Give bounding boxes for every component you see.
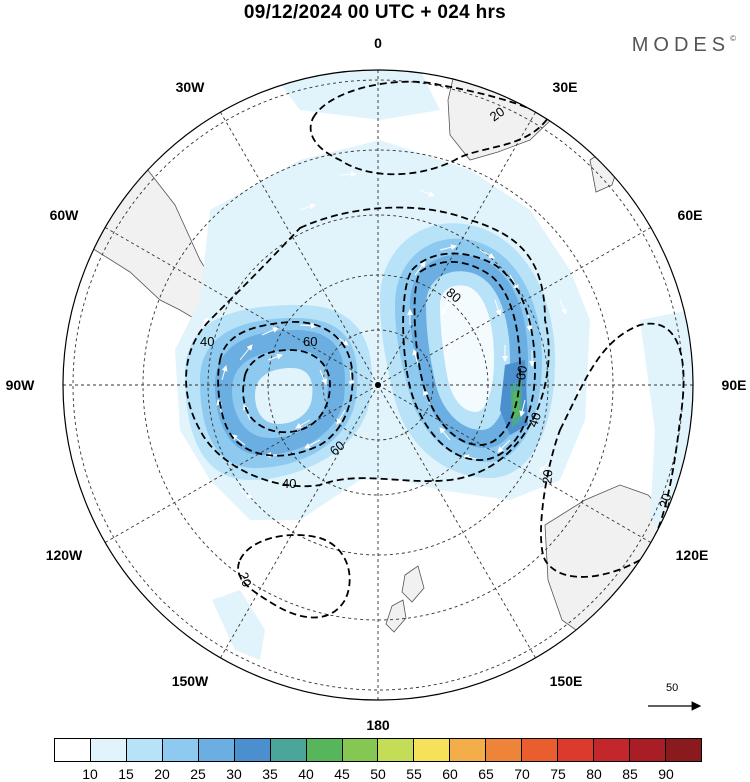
colorbar-box [55,739,91,761]
colorbar-box [126,739,163,761]
colorbar-tick-label: 40 [298,766,314,782]
colorbar-tick-label: 90 [658,766,674,782]
lon-label-120w: 120W [46,547,83,563]
colorbar-box [414,739,451,761]
lon-label-30e: 30E [553,79,578,95]
colorbar-tick-label: 45 [334,766,350,782]
lon-label-120e: 120E [676,547,709,563]
colorbar-tick-label: 75 [550,766,566,782]
colorbar-tick-label: 85 [622,766,638,782]
colorbar-box [270,739,307,761]
lon-label-0: 0 [374,35,382,51]
colorbar-box [306,739,343,761]
contour-label-20-e: 20 [539,469,555,485]
colorbar-box [630,739,666,761]
brand-logo: MODES© [631,34,736,56]
contour-label-40-j: 40 [282,476,296,491]
colorbar-box [234,739,271,761]
lon-label-180: 180 [366,717,390,733]
colorbar-box [450,739,487,761]
colorbar-tick-label: 60 [442,766,458,782]
colorbar-tick-label: 70 [514,766,530,782]
colorbar-tick-label: 35 [262,766,278,782]
colorbar-tick-label: 55 [406,766,422,782]
lon-label-150e: 150E [550,673,583,689]
contour-label-40-g: 40 [200,334,214,349]
map-title: 09/12/2024 00 UTC + 024 hrs [243,2,507,23]
colorbar-box [665,739,701,761]
colorbar-tick-label: 50 [370,766,386,782]
colorbar-tick-label: 80 [586,766,602,782]
colorbar-tick-label: 30 [226,766,242,782]
contour-label-20-a: 20 [487,104,507,125]
contour-labels: 20 80 60 40 20 20 40 60 60 40 20 [200,104,674,589]
colorbar-box [378,739,415,761]
colorbar-tick-label: 25 [190,766,206,782]
longitude-labels: 0 30E 60E 90E 120E 150E 180 150W 120W 90… [6,35,747,733]
colorbar-box [486,739,523,761]
lon-label-60w: 60W [50,207,80,223]
contour-label-20-k: 20 [236,570,255,589]
wind-scale-label: 50 [666,682,679,694]
colorbar-tick-label: 10 [82,766,98,782]
lon-label-30w: 30W [176,79,206,95]
contour-label-60-h: 60 [303,334,317,349]
contour-label-60-c: 60 [513,364,530,381]
colorbar-box [522,739,559,761]
contour-label-40-d: 40 [525,410,544,429]
colorbar-box [90,739,127,761]
lon-label-90e: 90E [722,377,747,393]
map-boundary [62,69,694,701]
colorbar-box [342,739,379,761]
colorbar [54,738,702,762]
colorbar-box [558,739,595,761]
contour-label-20-f: 20 [656,492,674,510]
colorbar-box [594,739,630,761]
lon-label-150w: 150W [172,673,209,689]
colorbar-box [198,739,235,761]
colorbar-tick-label: 65 [478,766,494,782]
colorbar-tick-label: 15 [118,766,134,782]
isotach-contours [185,80,685,619]
colorbar-tick-label: 20 [154,766,170,782]
lon-label-60e: 60E [678,207,703,223]
colorbar-labels: 10 15 20 25 30 35 40 45 50 55 60 65 70 75 80 85 90 [54,766,702,782]
lon-label-90w: 90W [6,377,36,393]
colorbar-box [162,739,199,761]
